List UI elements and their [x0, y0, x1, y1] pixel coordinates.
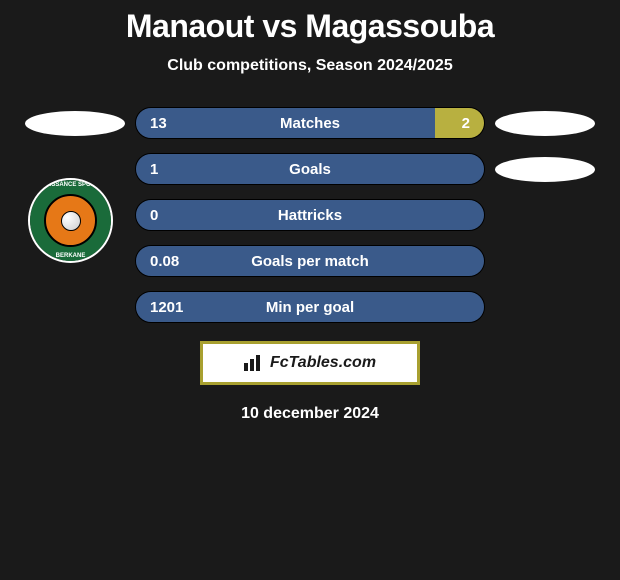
- club-logo-left: RENAISSANCE SPORTIVE BERKANE: [28, 178, 113, 263]
- stat-bar: 1Goals: [135, 153, 485, 185]
- stat-bar: 132Matches: [135, 107, 485, 139]
- main-container: Manaout vs Magassouba Club competitions,…: [0, 0, 620, 423]
- logo-slot-right: [495, 154, 595, 184]
- stat-bar: 0.08Goals per match: [135, 245, 485, 277]
- bar-left-segment: 0.08: [136, 246, 484, 276]
- logo-slot-left: [25, 292, 125, 322]
- footer-date: 10 december 2024: [0, 405, 620, 423]
- bar-left-value: 0.08: [136, 253, 179, 270]
- bar-left-segment: 13: [136, 108, 435, 138]
- ball-icon: [61, 211, 81, 231]
- logo-slot-right: [495, 108, 595, 138]
- team-ellipse-icon: [495, 111, 595, 136]
- bar-left-value: 1201: [136, 299, 183, 316]
- team-ellipse-icon: [25, 111, 125, 136]
- logo-slot-right: [495, 246, 595, 276]
- bar-left-segment: 0: [136, 200, 484, 230]
- bar-left-value: 13: [136, 115, 167, 132]
- logo-slot-left: [25, 108, 125, 138]
- chart-icon: [244, 355, 264, 371]
- page-title: Manaout vs Magassouba: [0, 8, 620, 45]
- bar-left-value: 1: [136, 161, 158, 178]
- logo-slot-right: [495, 200, 595, 230]
- footer-brand-text: FcTables.com: [270, 354, 376, 372]
- club-badge: RENAISSANCE SPORTIVE BERKANE: [28, 178, 113, 263]
- stat-bar: 0Hattricks: [135, 199, 485, 231]
- footer-badge: FcTables.com: [200, 341, 420, 385]
- page-subtitle: Club competitions, Season 2024/2025: [0, 57, 620, 75]
- stats-row: 1201Min per goal: [0, 291, 620, 323]
- stat-bar: 1201Min per goal: [135, 291, 485, 323]
- bar-left-segment: 1201: [136, 292, 484, 322]
- bar-right-value: 2: [462, 115, 484, 132]
- bar-left-value: 0: [136, 207, 158, 224]
- club-text-top: RENAISSANCE SPORTIVE: [30, 182, 111, 188]
- bar-right-segment: 2: [435, 108, 484, 138]
- club-text-bottom: BERKANE: [30, 253, 111, 259]
- stats-row: 132Matches: [0, 107, 620, 139]
- bar-left-segment: 1: [136, 154, 484, 184]
- logo-slot-right: [495, 292, 595, 322]
- team-ellipse-icon: [495, 157, 595, 182]
